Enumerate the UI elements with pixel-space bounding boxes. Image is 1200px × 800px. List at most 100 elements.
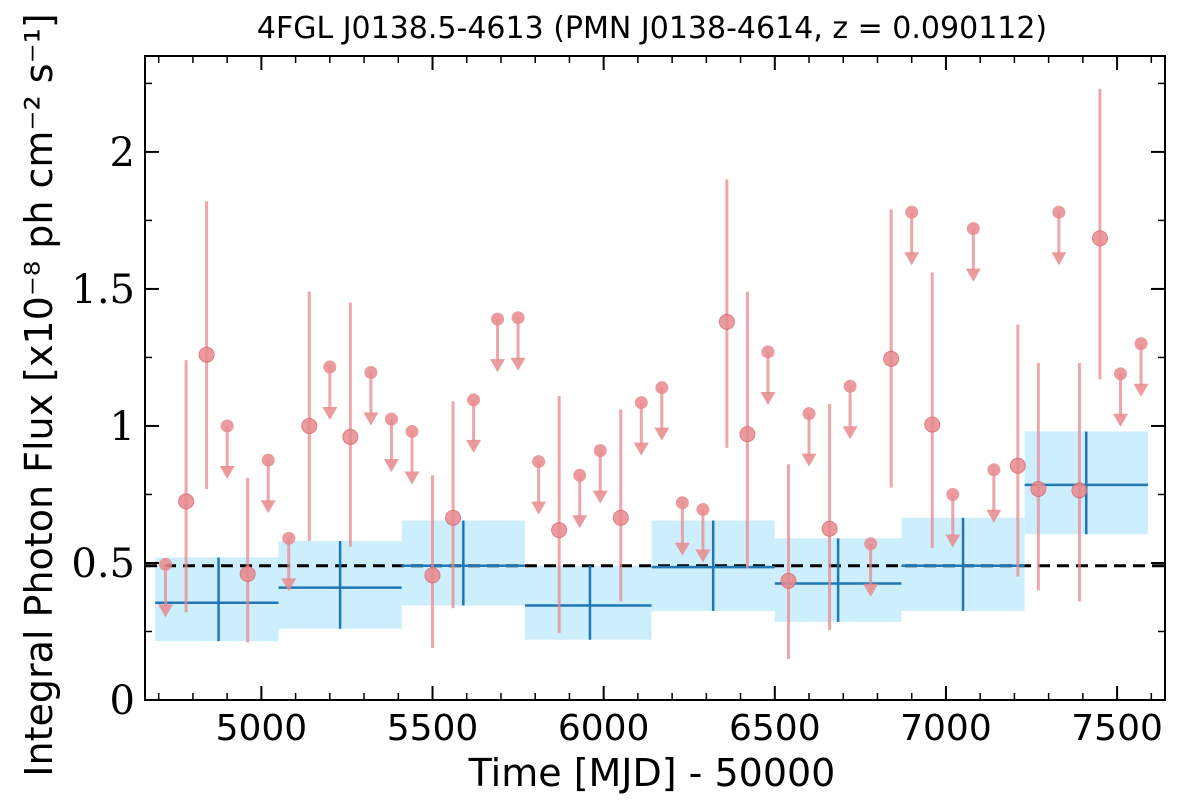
long-bin-markers bbox=[155, 431, 1148, 642]
x-tick-label-5: 7500 bbox=[1071, 708, 1163, 749]
x-tick-label-2: 6000 bbox=[558, 708, 650, 749]
y-tick-label-4: 2 bbox=[110, 130, 135, 176]
upper-limit-arrow-7 bbox=[404, 471, 420, 485]
x-tick-label-4: 7000 bbox=[900, 708, 992, 749]
upper-limit-arrow-0 bbox=[158, 604, 174, 618]
short-bin-detections bbox=[178, 88, 1108, 659]
upper-limit-arrow-21 bbox=[863, 583, 879, 597]
upper-limit-arrow-4 bbox=[322, 407, 338, 421]
upper-limit-point-3 bbox=[282, 531, 296, 545]
plot-frame bbox=[144, 55, 1166, 701]
upper-limit-point-26 bbox=[1052, 205, 1066, 219]
upper-limit-point-15 bbox=[655, 381, 669, 395]
upper-limit-arrow-1 bbox=[219, 465, 235, 479]
upper-limit-arrow-27 bbox=[1113, 413, 1129, 427]
upper-limit-arrow-2 bbox=[260, 500, 276, 514]
upper-limit-point-2 bbox=[261, 453, 275, 467]
upper-limit-arrow-5 bbox=[363, 412, 379, 426]
short-det-point-18 bbox=[1091, 230, 1108, 247]
upper-limit-arrow-12 bbox=[572, 515, 588, 529]
upper-limit-point-8 bbox=[467, 393, 481, 407]
upper-limit-point-16 bbox=[675, 496, 689, 510]
short-det-point-2 bbox=[239, 565, 256, 582]
upper-limit-point-5 bbox=[364, 366, 378, 380]
upper-limit-arrow-13 bbox=[592, 490, 608, 504]
short-det-point-0 bbox=[178, 493, 195, 510]
x-tick-label-1: 5500 bbox=[387, 708, 479, 749]
upper-limit-point-7 bbox=[405, 424, 419, 438]
short-det-point-11 bbox=[780, 572, 797, 589]
short-det-point-12 bbox=[821, 520, 838, 537]
upper-limit-point-18 bbox=[761, 345, 775, 359]
y-axis-ticks: 0 0.5 1 1.5 2 bbox=[71, 82, 1165, 724]
short-det-point-16 bbox=[1030, 480, 1047, 497]
x-axis-ticks: 5000 5500 6000 6500 7000 7500 bbox=[157, 56, 1163, 749]
short-det-point-5 bbox=[424, 567, 441, 584]
upper-limit-arrow-19 bbox=[801, 453, 817, 467]
short-det-point-1 bbox=[198, 346, 215, 363]
upper-limit-arrow-23 bbox=[945, 534, 961, 548]
upper-limit-arrow-16 bbox=[674, 542, 690, 556]
y-tick-label-2: 1 bbox=[110, 404, 135, 450]
y-tick-label-3: 1.5 bbox=[71, 267, 135, 313]
upper-limit-arrow-22 bbox=[904, 252, 920, 266]
long-bin-bands bbox=[155, 431, 1148, 642]
upper-limit-point-1 bbox=[220, 419, 234, 433]
short-det-point-13 bbox=[883, 350, 900, 367]
upper-limit-point-22 bbox=[905, 205, 919, 219]
upper-limit-point-19 bbox=[802, 407, 816, 421]
short-det-point-14 bbox=[924, 416, 941, 433]
upper-limit-arrow-28 bbox=[1133, 383, 1149, 397]
short-det-point-9 bbox=[718, 313, 735, 330]
upper-limit-arrow-11 bbox=[531, 501, 547, 515]
x-tick-label-3: 6500 bbox=[729, 708, 821, 749]
upper-limit-arrow-26 bbox=[1051, 252, 1067, 266]
upper-limit-point-28 bbox=[1134, 337, 1148, 351]
upper-limit-point-14 bbox=[634, 396, 648, 410]
upper-limit-arrow-8 bbox=[466, 439, 482, 453]
upper-limit-point-4 bbox=[323, 360, 337, 374]
upper-limit-point-17 bbox=[696, 503, 710, 517]
short-det-point-6 bbox=[445, 509, 462, 526]
upper-limit-point-27 bbox=[1114, 367, 1128, 381]
short-det-point-4 bbox=[342, 428, 359, 445]
upper-limit-point-12 bbox=[573, 468, 587, 482]
upper-limit-point-10 bbox=[511, 311, 525, 325]
x-tick-label-0: 5000 bbox=[216, 708, 308, 749]
upper-limit-point-11 bbox=[532, 455, 546, 469]
short-det-point-17 bbox=[1071, 482, 1088, 499]
y-tick-label-1: 0.5 bbox=[71, 541, 135, 587]
upper-limit-arrow-25 bbox=[986, 509, 1002, 523]
upper-limit-point-24 bbox=[966, 222, 980, 236]
upper-limit-arrow-18 bbox=[760, 391, 776, 405]
long-bin-band-0 bbox=[155, 557, 279, 642]
upper-limit-arrow-15 bbox=[654, 427, 670, 441]
upper-limit-point-9 bbox=[491, 312, 505, 326]
upper-limit-point-25 bbox=[987, 463, 1001, 477]
upper-limit-arrow-6 bbox=[383, 459, 399, 473]
upper-limit-arrow-24 bbox=[965, 268, 981, 282]
upper-limit-point-6 bbox=[384, 412, 398, 426]
chart-title: 4FGL J0138.5-4613 (PMN J0138-4614, z = 0… bbox=[257, 11, 1047, 46]
y-tick-label-0: 0 bbox=[110, 678, 135, 724]
short-det-point-15 bbox=[1009, 457, 1026, 474]
short-bin-upper-limits bbox=[158, 205, 1149, 618]
upper-limit-point-21 bbox=[864, 537, 878, 551]
upper-limit-point-20 bbox=[843, 379, 857, 393]
x-axis-label: Time [MJD] - 50000 bbox=[468, 751, 836, 795]
short-det-point-10 bbox=[739, 426, 756, 443]
short-det-point-7 bbox=[551, 522, 568, 539]
short-det-point-8 bbox=[612, 509, 629, 526]
upper-limit-point-13 bbox=[593, 444, 607, 458]
upper-limit-arrow-14 bbox=[633, 442, 649, 456]
upper-limit-point-23 bbox=[946, 487, 960, 501]
upper-limit-arrow-17 bbox=[695, 549, 711, 563]
upper-limit-arrow-20 bbox=[842, 426, 858, 440]
upper-limit-point-0 bbox=[159, 557, 173, 571]
long-bin-band-3 bbox=[524, 565, 652, 640]
y-axis-label: Integral Photon Flux [x10⁻⁸ ph cm⁻² s⁻¹] bbox=[17, 13, 61, 776]
upper-limit-arrow-10 bbox=[510, 357, 526, 371]
upper-limit-arrow-3 bbox=[281, 578, 297, 592]
short-det-point-3 bbox=[301, 417, 318, 434]
